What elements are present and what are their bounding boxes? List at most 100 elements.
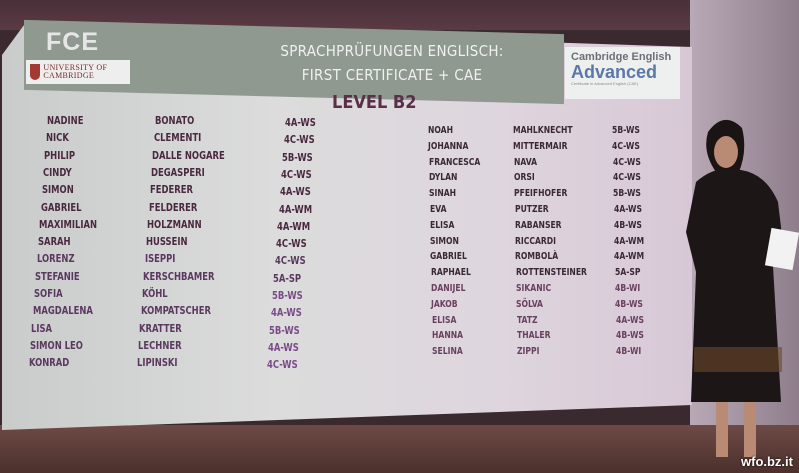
class: 4A-WM: [614, 235, 645, 247]
title-line1: SPRACHPRÜFUNGEN ENGLISCH:: [280, 42, 504, 60]
first-name: SARAH: [37, 235, 71, 249]
last-name: LECHNER: [138, 338, 182, 352]
last-name: SÖLVA: [516, 298, 544, 310]
first-name: NADINE: [47, 114, 84, 127]
last-name: FELDERER: [148, 200, 197, 214]
last-name: ISEPPI: [144, 252, 175, 266]
class: 4C-WS: [281, 167, 312, 181]
first-name: ELISA: [429, 219, 455, 231]
last-name: MITTERMAIR: [513, 140, 568, 152]
first-name: SIMON: [41, 183, 74, 197]
first-name: NOAH: [428, 125, 453, 136]
class: 4B-WS: [615, 330, 644, 342]
last-name: KOMPATSCHER: [140, 304, 211, 318]
title-line2: FIRST CERTIFICATE + CAE: [301, 66, 483, 84]
class: 4A-WS: [285, 116, 316, 129]
last-name: DEGASPERI: [151, 165, 205, 179]
class: 4A-WS: [268, 340, 299, 354]
last-name: FEDERER: [149, 183, 193, 197]
last-name: SIKANIC: [516, 283, 552, 294]
last-name: HOLZMANN: [147, 217, 202, 231]
class: 5A-SP: [614, 267, 641, 279]
class: 4A-WS: [279, 185, 311, 199]
last-name: ZIPPI: [517, 346, 540, 358]
first-name: LORENZ: [36, 252, 75, 266]
first-name: LISA: [31, 321, 53, 335]
class: 4B-WS: [613, 219, 642, 231]
last-name: RICCARDI: [515, 235, 557, 247]
class: 4B-WI: [616, 346, 642, 358]
first-name: RAPHAEL: [430, 267, 471, 279]
last-name: PFEIFHOFER: [514, 188, 568, 200]
last-name: KÖHL: [142, 287, 168, 300]
last-name: ROMBOLÀ: [515, 251, 559, 263]
watermark: wfo.bz.it: [741, 454, 793, 469]
cae-logo: Cambridge English Advanced Certificate i…: [565, 47, 680, 99]
last-name: TATZ: [516, 314, 538, 326]
last-name: RABANSER: [514, 219, 562, 231]
first-name: SIMON LEO: [30, 338, 84, 352]
class: 4C-WS: [275, 237, 307, 251]
class: 4A-WM: [277, 219, 311, 233]
university-logo: UNIVERSITY OF CAMBRIDGE: [26, 60, 130, 84]
class: 4C-WS: [612, 172, 641, 184]
presenter-figure: [686, 119, 799, 457]
stage-floor: [0, 425, 799, 473]
class: 4B-WS: [615, 298, 644, 310]
class: 5B-WS: [612, 125, 640, 136]
first-name: SELINA: [432, 346, 463, 358]
class: 4C-WS: [283, 133, 315, 147]
last-name: ORSI: [513, 172, 535, 184]
fce-logo: FCE: [46, 28, 99, 56]
last-name: BONATO: [155, 114, 195, 127]
university-logo-text: UNIVERSITY OF CAMBRIDGE: [43, 63, 108, 80]
first-name: SINAH: [429, 188, 457, 200]
first-name: ELISA: [431, 314, 456, 326]
first-name: CINDY: [43, 165, 72, 179]
first-name: STEFANIE: [35, 269, 80, 283]
level-heading: LEVEL B2: [332, 92, 417, 113]
first-name: MAXIMILIAN: [39, 217, 98, 231]
class: 4B-WI: [615, 283, 641, 294]
class: 5B-WS: [613, 188, 642, 200]
first-name: DANIJEL: [431, 283, 466, 294]
last-name: LIPINSKI: [136, 356, 178, 370]
class: 4A-WS: [613, 204, 642, 215]
class: 4C-WS: [612, 156, 641, 168]
class: 5A-SP: [273, 271, 302, 285]
cambridge-shield-icon: [30, 64, 41, 80]
first-name: JOHANNA: [428, 140, 469, 152]
first-name: MAGDALENA: [32, 304, 93, 318]
first-name: HANNA: [431, 330, 463, 342]
last-name: MAHLKNECHT: [513, 125, 573, 136]
cae-logo-line1: Cambridge English: [571, 51, 672, 63]
class: 5B-WS: [269, 323, 301, 337]
last-name: KRATTER: [139, 321, 183, 335]
first-name: KONRAD: [28, 356, 70, 370]
last-name: CLEMENTI: [153, 131, 201, 145]
class: 4C-WS: [274, 254, 306, 268]
cae-logo-line3: Certificate in Advanced English (CAE): [571, 81, 639, 86]
first-name: SIMON: [430, 235, 459, 247]
first-name: GABRIEL: [430, 251, 468, 263]
last-name: DALLE NOGARE: [152, 148, 226, 162]
class: 4C-WS: [266, 358, 298, 372]
first-name: NICK: [45, 131, 69, 145]
class: 4A-WM: [614, 251, 645, 263]
first-name: FRANCESCA: [428, 156, 480, 168]
last-name: THALER: [516, 330, 551, 342]
first-name: GABRIEL: [40, 200, 82, 214]
class: 4A-WS: [270, 306, 302, 320]
class: 5B-WS: [272, 289, 303, 302]
cae-logo-line2: Advanced: [571, 62, 658, 82]
class: 4A-WS: [615, 314, 644, 326]
first-name: JAKOB: [431, 298, 458, 310]
first-name: EVA: [429, 204, 446, 215]
last-name: ROTTENSTEINER: [515, 267, 587, 279]
last-name: HUSSEIN: [145, 235, 188, 249]
first-name: SOFIA: [34, 287, 63, 300]
class: 5B-WS: [282, 150, 314, 164]
class: 4C-WS: [612, 140, 641, 152]
first-name: DYLAN: [428, 172, 458, 184]
last-name: PUTZER: [514, 204, 549, 215]
